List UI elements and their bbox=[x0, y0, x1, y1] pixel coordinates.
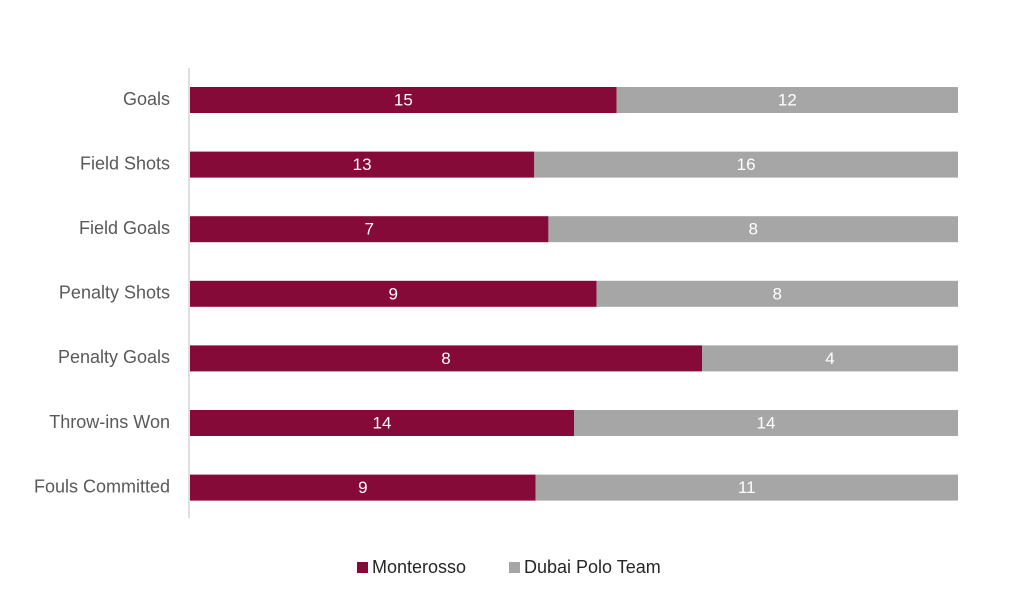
legend-label: Monterosso bbox=[372, 557, 466, 577]
value-label: 9 bbox=[389, 284, 398, 303]
bar-segment bbox=[548, 216, 958, 243]
value-label: 4 bbox=[825, 349, 834, 368]
value-label: 8 bbox=[773, 284, 782, 303]
value-label: 12 bbox=[778, 90, 797, 109]
bar-segment bbox=[190, 151, 535, 178]
bar-segment bbox=[190, 87, 617, 113]
bar-segment bbox=[702, 345, 958, 372]
value-label: 13 bbox=[353, 155, 372, 174]
value-label: 7 bbox=[364, 220, 373, 239]
category-label: Penalty Shots bbox=[59, 283, 170, 303]
bar-segment bbox=[596, 280, 958, 307]
bar-segment bbox=[616, 87, 958, 113]
value-label: 14 bbox=[373, 413, 392, 432]
legend-swatch bbox=[509, 562, 520, 573]
category-label: Throw-ins Won bbox=[49, 412, 170, 432]
value-label: 15 bbox=[394, 90, 413, 109]
legend-label: Dubai Polo Team bbox=[524, 557, 661, 577]
bar-segment bbox=[574, 410, 958, 436]
value-label: 8 bbox=[748, 220, 757, 239]
bar-segment bbox=[190, 474, 536, 501]
bar-segment bbox=[190, 345, 702, 372]
category-label: Field Shots bbox=[80, 153, 170, 173]
category-label: Penalty Goals bbox=[58, 347, 170, 367]
bar-segment bbox=[190, 280, 597, 307]
category-label: Field Goals bbox=[79, 218, 170, 238]
legend-swatch bbox=[357, 562, 368, 573]
bar-segment bbox=[534, 151, 958, 178]
bar-segment bbox=[190, 216, 549, 243]
value-label: 9 bbox=[358, 478, 367, 497]
category-label: Fouls Committed bbox=[34, 476, 170, 496]
bar-segment bbox=[190, 410, 574, 436]
value-label: 14 bbox=[757, 413, 776, 432]
bar-segment bbox=[535, 474, 958, 501]
value-label: 16 bbox=[737, 155, 756, 174]
value-label: 8 bbox=[441, 349, 450, 368]
category-label: Goals bbox=[123, 89, 170, 109]
value-label: 11 bbox=[738, 478, 756, 497]
